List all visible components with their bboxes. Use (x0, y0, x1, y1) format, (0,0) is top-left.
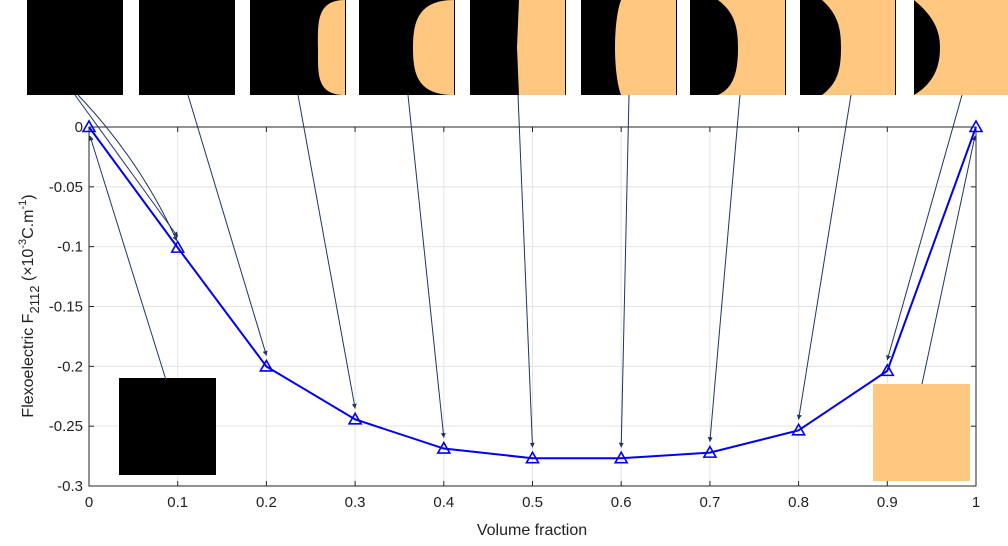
inset-inclusion (822, 0, 895, 95)
microstructure-inset (359, 0, 455, 95)
data-point (81, 119, 97, 133)
y-tick-labels: 0 -0.05 -0.1 -0.15 -0.2 -0.25 -0.3 (49, 119, 83, 495)
annotation-arrow (796, 94, 852, 420)
x-tick-label: 0.4 (433, 494, 454, 511)
inset-pure-matrix (119, 378, 216, 475)
annotation-arrow (921, 135, 977, 385)
data-point (968, 119, 984, 133)
inset-inclusion (413, 0, 454, 95)
inset-matrix (27, 0, 123, 95)
annotation-arrow (618, 94, 630, 448)
microstructure-inset (250, 0, 346, 95)
inset-inclusion (517, 0, 565, 95)
y-tick-label: -0.3 (57, 478, 83, 495)
data-point (259, 358, 274, 372)
annotation-arrows (74, 94, 977, 448)
y-axis-label-subscript: 2112 (27, 286, 42, 314)
x-tick-label: 1 (972, 494, 980, 511)
annotation-arrow (74, 94, 179, 238)
annotation-arrow (517, 94, 535, 448)
inset-inclusion (914, 0, 1008, 95)
data-point (436, 440, 452, 454)
data-point (525, 450, 540, 464)
data-point (170, 240, 186, 253)
annotation-arrow (886, 94, 963, 361)
x-tick-label: 0 (85, 494, 93, 511)
annotation-arrow (707, 94, 741, 443)
data-point (791, 422, 806, 436)
inset-inclusion (718, 0, 785, 95)
annotation-arrow-curved (77, 94, 178, 242)
series-layer (81, 119, 984, 464)
microstructure-inset (27, 0, 153, 95)
plot-frame (88, 126, 977, 487)
x-tick-label: 0.3 (345, 494, 366, 511)
inset-inclusion (615, 0, 676, 95)
x-axis-label: Volume fraction (477, 522, 587, 539)
y-axis-label-main: Flexoelectric F (20, 313, 37, 417)
x-tick-label: 0.6 (611, 494, 632, 511)
inset-pure-inclusion (873, 384, 970, 481)
y-tick-label: -0.15 (49, 299, 83, 316)
y-axis-label-exponent-2: -1 (17, 200, 29, 210)
y-axis-label: Flexoelectric F2112 (×10-3C.m-1) (17, 194, 42, 417)
x-tick-label: 0.8 (788, 494, 809, 511)
microstructure-insets (27, 0, 1008, 481)
annotation-arrow (407, 94, 446, 439)
y-tick-label: -0.25 (49, 418, 83, 435)
series-line (88, 126, 977, 460)
annotation-arrow (88, 135, 167, 381)
microstructure-inset (470, 0, 566, 95)
y-axis-label-unit-open: (×10 (20, 249, 37, 286)
y-tick-label: 0 (75, 119, 83, 136)
data-point (702, 445, 718, 458)
microstructure-inset (800, 0, 896, 95)
data-point (347, 411, 363, 425)
data-point (879, 363, 895, 377)
y-axis-label-unit-close: ) (20, 194, 37, 199)
inset-matrix (139, 0, 235, 95)
x-tick-label: 0.2 (256, 494, 277, 511)
y-tick-label: -0.05 (49, 179, 83, 196)
microstructure-inset (581, 0, 677, 95)
microstructure-inset (139, 0, 265, 95)
x-tick-labels: 0 0.1 0.2 0.3 0.4 0.5 0.6 0.7 0.8 0.9 1 (85, 494, 980, 511)
y-tick-label: -0.2 (57, 358, 83, 375)
inset-inclusion (317, 0, 345, 95)
y-tick-label: -0.1 (57, 239, 83, 256)
y-axis-label-exponent-1: -3 (17, 239, 29, 249)
microstructure-inset (690, 0, 786, 95)
x-tick-label: 0.5 (522, 494, 543, 511)
annotation-arrow (187, 94, 268, 356)
data-point (613, 450, 629, 464)
microstructure-inset (914, 0, 1008, 95)
x-tick-label: 0.7 (699, 494, 720, 511)
y-axis-label-unit-mid: C.m (20, 210, 37, 239)
annotation-arrow (297, 94, 357, 409)
x-tick-label: 0.1 (167, 494, 188, 511)
x-tick-label: 0.9 (877, 494, 898, 511)
